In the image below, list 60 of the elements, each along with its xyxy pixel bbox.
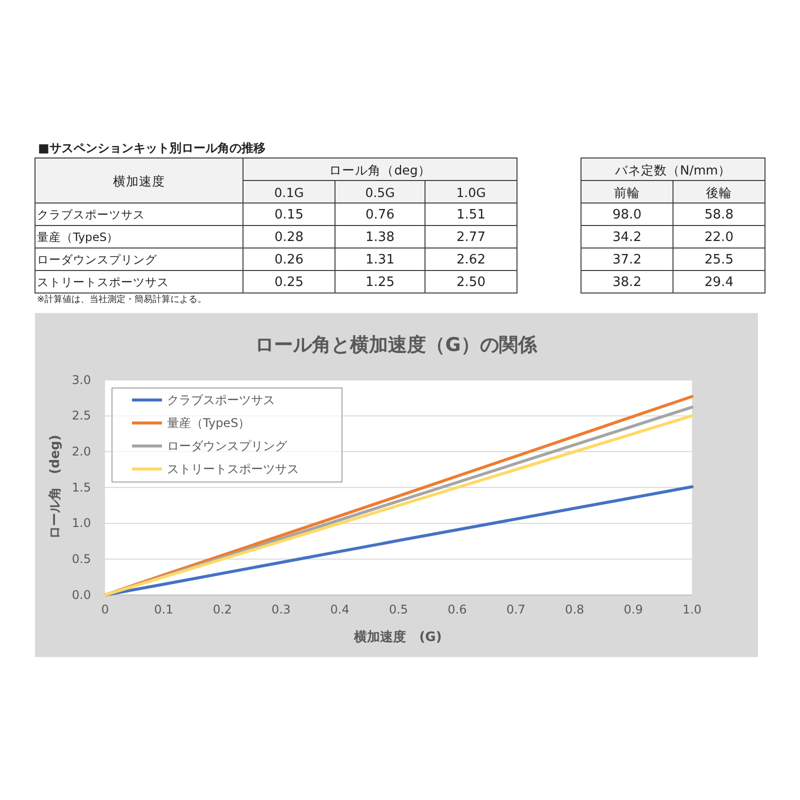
legend-label: クラブスポーツサス [167, 393, 275, 407]
y-tick-label: 0.5 [72, 552, 91, 566]
y-tick-label: 量産（TypeS） [37, 230, 119, 244]
data-label: 2.77 [456, 229, 486, 244]
data-label: 58.8 [704, 206, 734, 222]
chart-title: ■サスペンションキット別ロール角の推移 [38, 141, 266, 155]
x-axis-title: ロール角（deg） [329, 162, 431, 177]
data-label: 1.31 [366, 252, 394, 267]
data-label: 1.25 [366, 274, 394, 290]
data-label: 38.2 [612, 274, 642, 290]
data-label: 98.0 [612, 206, 642, 222]
y-axis-title: ロール角 (deg) [48, 434, 62, 540]
line-series [104, 485, 694, 596]
x-tick-label: 0.1 [154, 602, 174, 617]
data-label: 1.38 [366, 229, 394, 244]
x-tick-label: 0.5G [365, 184, 395, 200]
y-tick-label: 0.0 [72, 588, 91, 602]
x-tick-label: 0.9 [624, 602, 643, 617]
y-tick-label: クラブスポーツサス [37, 207, 145, 222]
data-label: 29.4 [704, 274, 734, 290]
y-tick-label: 1.0 [72, 516, 91, 530]
data-label: 2.62 [456, 252, 486, 267]
chart-title: バネ定数（N/mm） [614, 162, 731, 177]
data-label: 37.2 [612, 252, 642, 267]
x-tick-label: 後輪 [706, 184, 732, 200]
x-tick-label: 0.5 [388, 602, 408, 617]
legend-label: 量産（TypeS） [167, 416, 250, 430]
x-tick-label: 1.0 [682, 602, 702, 617]
x-axis-title: 横加速度 (G) [353, 628, 442, 644]
legend-label: ローダウンスプリング [167, 439, 288, 453]
x-tick-label: 0.2 [212, 602, 232, 617]
x-tick-label: 前輪 [614, 184, 640, 200]
x-tick-label: 0.8 [565, 602, 584, 617]
x-tick-label: 0.4 [330, 602, 350, 617]
data-label: 25.5 [704, 252, 734, 267]
data-label: 0.28 [274, 229, 304, 244]
x-tick-label: 0.6 [448, 602, 467, 617]
text: ※計算値は、当社測定・簡易計算による。 [37, 294, 207, 305]
y-tick-label: 1.5 [72, 480, 91, 494]
x-tick-label: 1.0G [456, 184, 486, 200]
y-tick-label: ローダウンスプリング [37, 252, 158, 266]
data-label: 0.76 [366, 206, 394, 222]
data-label: 34.2 [612, 229, 642, 244]
data-label: 0.26 [274, 252, 304, 267]
chart-title: ロール角と横加速度（G）の関係 [255, 334, 538, 356]
y-tick-label: 3.0 [72, 372, 91, 387]
legend-label: ストリートスポーツサス [167, 462, 299, 476]
x-tick-label: 0.3 [272, 602, 291, 617]
data-label: 0.25 [274, 274, 304, 290]
x-tick-label: 0 [101, 602, 109, 617]
data-label: 1.51 [456, 206, 486, 222]
data-label: 0.15 [274, 206, 304, 222]
data-label: 2.50 [456, 274, 486, 290]
y-tick-label: ストリートスポーツサス [37, 274, 169, 289]
x-tick-label: 0.1G [274, 184, 304, 200]
x-tick-label: 0.7 [506, 602, 526, 617]
data-label: 22.0 [704, 229, 734, 244]
y-tick-label: 2.0 [72, 444, 91, 459]
y-axis-title: 横加速度 [113, 173, 165, 188]
y-tick-label: 2.5 [72, 408, 91, 423]
